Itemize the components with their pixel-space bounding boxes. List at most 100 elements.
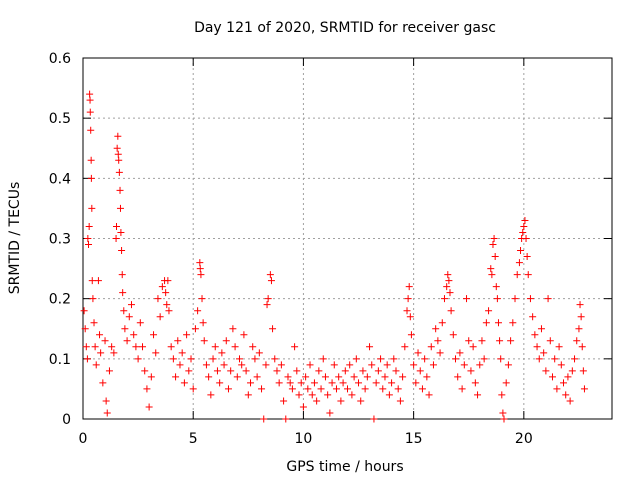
data-point xyxy=(493,295,501,303)
data-point xyxy=(456,349,464,357)
data-point xyxy=(139,343,147,351)
data-point xyxy=(452,355,460,363)
data-point xyxy=(119,289,127,297)
data-point xyxy=(339,379,347,387)
data-point xyxy=(317,385,325,393)
data-point xyxy=(524,271,532,279)
data-point xyxy=(83,355,91,363)
data-point xyxy=(576,301,584,309)
data-point xyxy=(571,355,579,363)
data-point xyxy=(286,379,294,387)
data-point xyxy=(118,247,126,255)
data-point xyxy=(350,373,358,381)
data-point xyxy=(134,355,142,363)
data-point xyxy=(335,373,343,381)
data-point xyxy=(127,301,135,309)
data-point xyxy=(513,271,521,279)
data-point xyxy=(517,247,525,255)
data-point xyxy=(313,397,321,405)
data-point xyxy=(88,204,96,212)
data-point xyxy=(85,222,93,230)
data-point xyxy=(540,349,548,357)
data-point xyxy=(394,385,402,393)
data-point xyxy=(399,373,407,381)
data-point xyxy=(86,96,94,104)
data-point xyxy=(143,385,151,393)
data-point xyxy=(407,331,415,339)
data-point xyxy=(577,313,585,321)
data-point xyxy=(266,271,274,279)
data-point xyxy=(416,367,424,375)
data-point xyxy=(185,367,193,375)
data-point xyxy=(474,391,482,399)
data-point xyxy=(568,367,576,375)
data-point xyxy=(379,385,387,393)
data-point xyxy=(258,385,266,393)
data-point xyxy=(492,283,500,291)
data-point xyxy=(102,397,110,405)
data-point xyxy=(260,415,268,423)
data-point xyxy=(282,415,290,423)
data-point xyxy=(555,343,563,351)
data-point xyxy=(86,108,94,116)
data-point xyxy=(302,373,310,381)
data-point xyxy=(218,349,226,357)
data-point xyxy=(388,379,396,387)
data-point xyxy=(207,391,215,399)
data-point xyxy=(267,277,275,285)
data-point xyxy=(156,313,164,321)
data-point xyxy=(368,361,376,369)
data-point xyxy=(460,361,468,369)
data-point xyxy=(346,361,354,369)
data-point xyxy=(178,349,186,357)
data-point xyxy=(359,367,367,375)
data-point xyxy=(222,337,230,345)
data-point xyxy=(150,331,158,339)
data-point xyxy=(209,355,217,363)
data-point xyxy=(560,379,568,387)
data-point xyxy=(132,343,140,351)
data-point xyxy=(578,343,586,351)
data-point xyxy=(566,397,574,405)
tick-labels: 0 0.1 0.2 0.3 0.4 0.5 0.6 0 5 10 15 20 xyxy=(49,51,533,447)
data-point xyxy=(216,379,224,387)
data-point xyxy=(471,379,479,387)
data-point xyxy=(116,186,124,194)
data-point xyxy=(172,373,180,381)
data-point xyxy=(447,307,455,315)
data-point xyxy=(519,228,527,236)
data-point xyxy=(80,307,88,315)
data-point xyxy=(490,235,498,242)
data-point xyxy=(220,361,228,369)
data-point xyxy=(344,385,351,393)
data-point xyxy=(535,355,543,363)
data-point xyxy=(443,283,451,291)
data-point xyxy=(410,361,418,369)
data-point xyxy=(564,373,572,381)
data-point xyxy=(366,343,374,351)
data-point xyxy=(429,361,437,369)
data-point xyxy=(551,355,559,363)
data-point xyxy=(105,367,113,375)
data-point xyxy=(383,361,391,369)
data-point xyxy=(110,349,118,357)
data-point xyxy=(118,271,126,279)
data-point xyxy=(458,385,466,393)
data-point xyxy=(154,295,162,303)
data-point xyxy=(405,283,413,291)
data-point xyxy=(224,385,232,393)
data-point xyxy=(295,391,303,399)
data-point xyxy=(476,361,484,369)
data-point xyxy=(404,295,412,303)
data-point xyxy=(491,253,499,261)
data-point xyxy=(337,397,345,405)
data-point xyxy=(497,355,505,363)
data-point xyxy=(485,307,493,315)
data-point xyxy=(324,391,332,399)
data-point xyxy=(482,319,490,327)
data-point xyxy=(262,361,270,369)
data-point xyxy=(211,343,219,351)
data-point xyxy=(341,367,349,375)
data-point xyxy=(200,337,208,345)
